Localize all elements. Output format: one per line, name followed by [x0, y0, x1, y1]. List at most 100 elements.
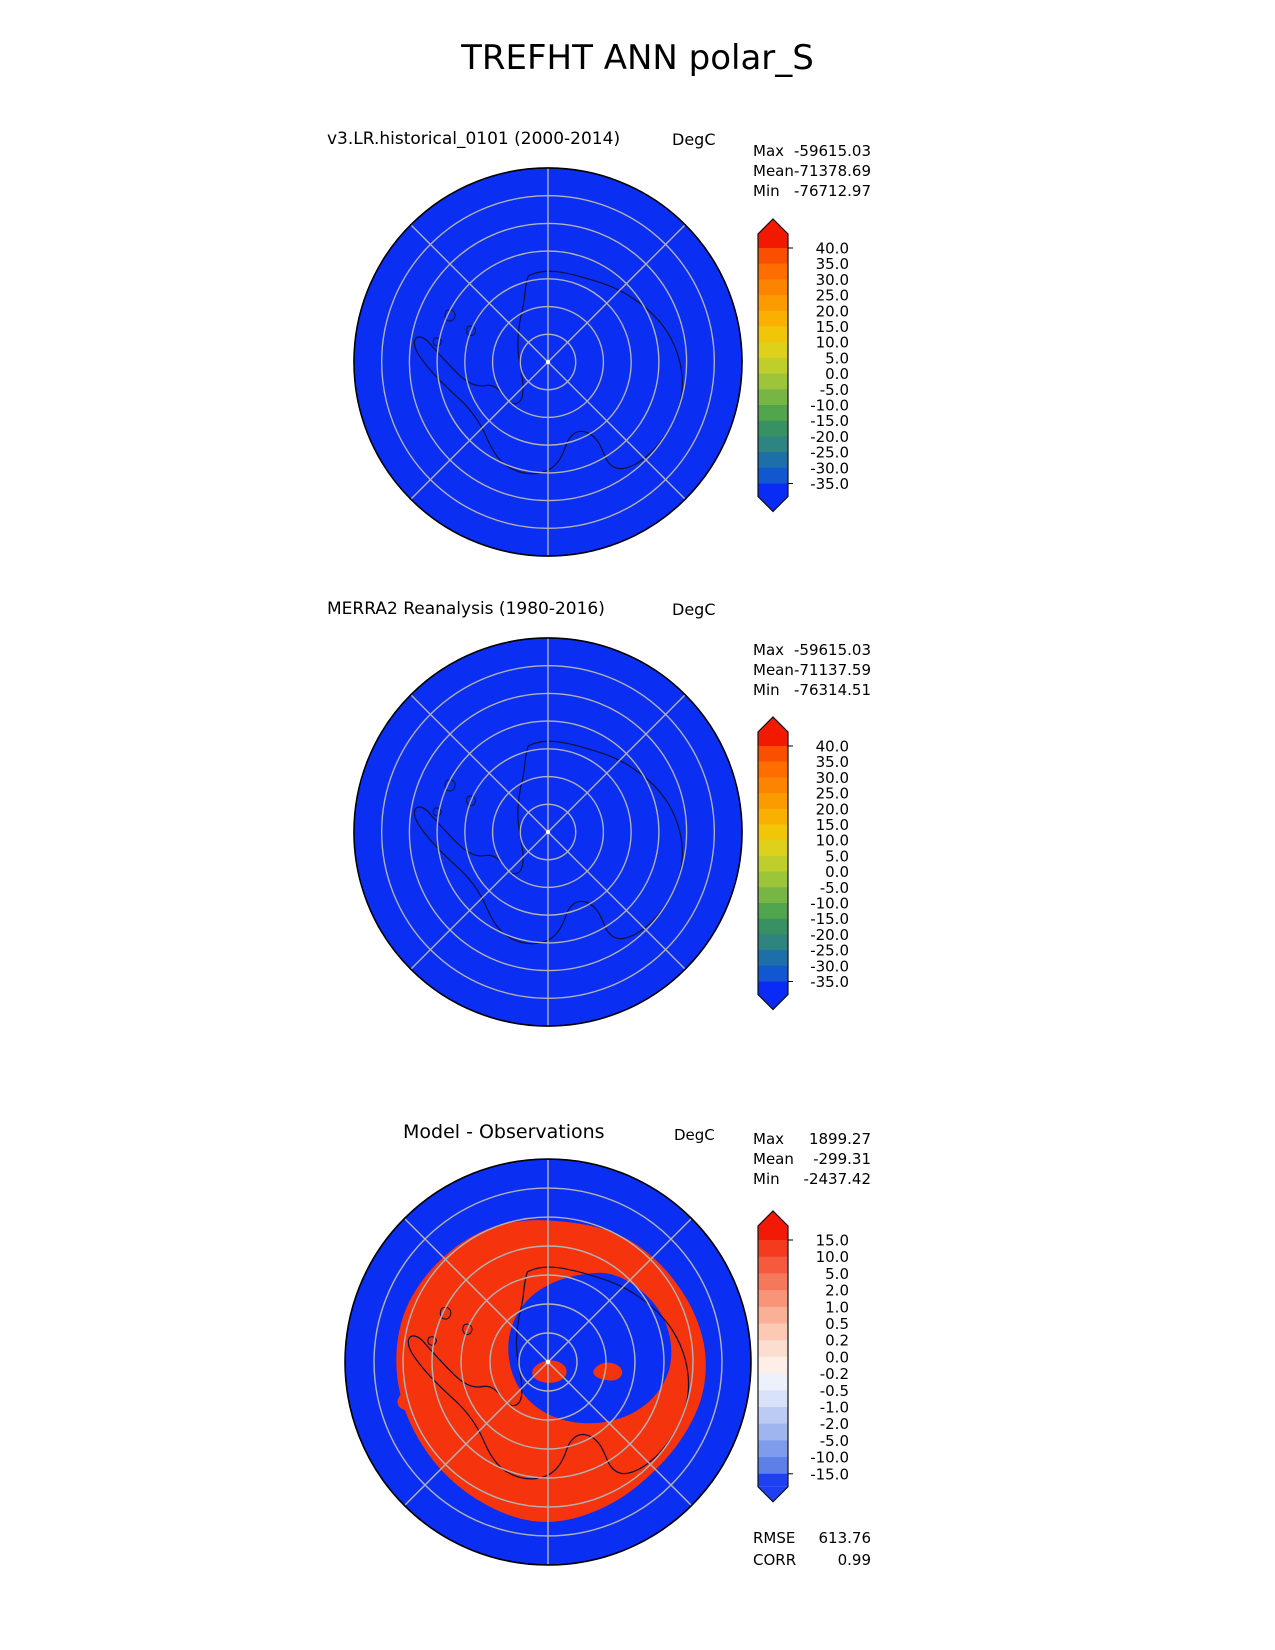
colorbar-segment: [758, 903, 788, 920]
stat-row-min: Min -2437.42: [753, 1170, 871, 1190]
colorbar-outline: [757, 716, 789, 1011]
colorbar-tick-label: -15.0: [810, 412, 849, 430]
colorbar-tick-label: -15.0: [810, 1465, 849, 1483]
map-obs: [352, 636, 744, 1028]
stat-max-label: Max: [753, 142, 785, 160]
colorbar-tick-label: 25.0: [816, 785, 849, 803]
colorbar-segment: [758, 1340, 788, 1358]
map-boundary: [353, 637, 743, 1027]
colorbar-tick-label: 25.0: [816, 287, 849, 305]
colorbar-tick-label: -1.0: [820, 1399, 849, 1417]
colorbar-tick-label: 0.2: [825, 1332, 849, 1350]
colorbar-segment: [758, 326, 788, 343]
diff-positive-patch: [593, 1362, 623, 1381]
colorbar-tick-label: -10.0: [810, 1449, 849, 1467]
colorbar-tick-label: -0.5: [820, 1382, 849, 1400]
stat-max-value: -59615.03: [794, 142, 871, 160]
stat-row-max: Max 1899.27: [753, 1130, 871, 1150]
colorbar-outline: [757, 1210, 789, 1503]
colorbar-tick-label: 30.0: [816, 769, 849, 787]
colorbar-segment: [758, 824, 788, 841]
colorbar-upper-arrow: [758, 1211, 788, 1226]
colorbar-segment: [758, 1440, 788, 1458]
colorbar-tick-label: -10.0: [810, 895, 849, 913]
colorbar-segment: [758, 934, 788, 951]
pole-marker: [545, 829, 551, 835]
stat-mean-value: -71378.69: [794, 162, 871, 180]
colorbar-tick-label: -35.0: [810, 475, 849, 493]
panel-diff-subtitle: Model - Observations: [403, 1121, 605, 1143]
colorbar-segment: [758, 248, 788, 265]
island-coastline: [432, 337, 442, 347]
colorbar-tick-label: 40.0: [816, 738, 849, 756]
colorbar-segment: [758, 1356, 788, 1375]
colorbar-segment: [758, 918, 788, 935]
colorbar: 15.010.05.02.01.00.50.20.0-0.2-0.5-1.0-2…: [757, 1210, 849, 1503]
stat-mean-label: Mean: [753, 661, 794, 679]
colorbar-tick-label: 1.0: [825, 1298, 849, 1316]
colorbar-segment: [758, 1323, 788, 1341]
panel-diff-units: DegC: [674, 1126, 715, 1144]
stat-min-label: Min: [753, 681, 780, 699]
colorbar-outline: [757, 218, 789, 513]
colorbar-segment: [758, 310, 788, 328]
colorbar: 40.035.030.025.020.015.010.05.00.0-5.0-1…: [757, 716, 849, 1011]
panel-model-units: DegC: [672, 130, 716, 149]
stat-mean-label: Mean: [753, 1150, 794, 1168]
colorbar-segment: [758, 1290, 788, 1308]
colorbar-tick-label: -30.0: [810, 459, 849, 477]
panel-model-subtitle: v3.LR.historical_0101 (2000-2014): [327, 129, 621, 149]
panel-obs-subtitle: MERRA2 Reanalysis (1980-2016): [327, 599, 605, 619]
pole-marker: [545, 1359, 551, 1365]
colorbar-segment: [758, 746, 788, 763]
polar-map-plot: [344, 1158, 752, 1566]
stat-min-label: Min: [753, 1170, 780, 1188]
colorbar: 40.035.030.025.020.015.010.05.00.0-5.0-1…: [757, 218, 849, 513]
stat-row-mean: Mean -299.31: [753, 1150, 871, 1170]
colorbar-tick-label: 20.0: [816, 302, 849, 320]
island-coastline: [444, 309, 456, 322]
stat-row-max: Max -59615.03: [753, 641, 871, 661]
colorbar-segment: [758, 373, 788, 390]
colorbar-tick-label: 2.0: [825, 1282, 849, 1300]
colorbar-tick-label: -15.0: [810, 910, 849, 928]
colorbar-segment: [758, 452, 788, 469]
colorbar-tick-label: -5.0: [820, 1432, 849, 1450]
colorbar-tick-label: -25.0: [810, 942, 849, 960]
colorbar-segment: [758, 357, 788, 375]
island-coastline: [439, 1306, 452, 1320]
rmse-value: 613.76: [818, 1529, 872, 1547]
colorbar-tick-label: 5.0: [825, 847, 849, 865]
colorbar-segment: [758, 965, 788, 983]
colorbar-segment: [758, 1457, 788, 1475]
stat-mean-label: Mean: [753, 162, 794, 180]
colorbar-tick-label: 15.0: [816, 816, 849, 834]
map-boundary: [344, 1158, 752, 1566]
colorbar-lower-arrow: [758, 1486, 788, 1502]
stat-min-label: Min: [753, 182, 780, 200]
stat-min-value: -76314.51: [794, 681, 871, 699]
metric-row-rmse: RMSE 613.76: [753, 1529, 871, 1551]
rmse-label: RMSE: [753, 1529, 796, 1547]
colorbar-tick-label: 10.0: [816, 334, 849, 352]
colorbar-segment: [758, 1256, 788, 1274]
colorbar-tick-label: 40.0: [816, 240, 849, 258]
island-coastline: [466, 795, 476, 807]
stat-row-max: Max -59615.03: [753, 142, 871, 162]
colorbar-segment: [758, 808, 788, 826]
colorbar-tick-label: 0.0: [825, 1348, 849, 1366]
map-diff: [343, 1157, 753, 1567]
map-model: [352, 166, 744, 558]
colorbar-segment: [758, 279, 788, 296]
colorbar-segment: [758, 761, 788, 778]
island-coastline: [462, 1323, 473, 1335]
colorbar-tick-label: -5.0: [820, 879, 849, 897]
colorbar-segment: [758, 871, 788, 888]
colorbar-tick-label: 35.0: [816, 255, 849, 273]
island-coastline: [427, 1336, 437, 1346]
colorbar-segment: [758, 855, 788, 873]
colorbar-segment: [758, 405, 788, 422]
colorbar-segment: [758, 342, 788, 359]
colorbar-tick-label: -2.0: [820, 1415, 849, 1433]
colorbar-segment: [758, 1306, 788, 1325]
